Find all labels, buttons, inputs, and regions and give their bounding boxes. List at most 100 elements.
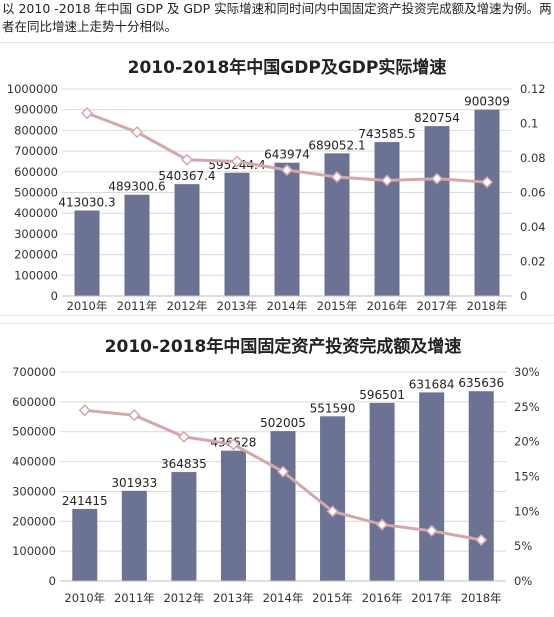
x-tick-label: 2018年	[467, 299, 508, 313]
bar-value-label: 364835	[161, 457, 207, 471]
bar-value-label: 596501	[359, 388, 405, 402]
growth-point	[180, 153, 194, 166]
y-tick-label: 500000	[14, 186, 58, 200]
intro-text: 以 2010 -2018 年中国 GDP 及 GDP 实际增速和同时间内中国固定…	[2, 1, 552, 34]
growth-point	[78, 404, 91, 417]
x-tick-label: 2014年	[267, 299, 308, 313]
bar-value-label: 413030.3	[58, 196, 115, 210]
growth-point	[280, 164, 294, 177]
bar-value-label: 301933	[111, 476, 157, 490]
growth-point	[177, 430, 190, 443]
y2-tick-label: 10%	[514, 504, 540, 518]
y-tick-label: 900000	[14, 103, 58, 117]
y2-tick-label: 0.04	[520, 220, 546, 234]
bar-value-label: 502005	[260, 416, 306, 430]
y-tick-label: 0	[51, 289, 58, 303]
bar	[468, 391, 494, 581]
y-tick-label: 600000	[14, 165, 58, 179]
bar	[474, 109, 500, 296]
y-tick-label: 500000	[12, 425, 56, 439]
bar-value-label: 689052.1	[308, 138, 365, 152]
bar	[369, 402, 395, 581]
bar-value-label: 489300.6	[108, 180, 165, 194]
growth-point	[326, 505, 339, 518]
growth-point	[475, 533, 488, 546]
x-tick-label: 2012年	[167, 299, 208, 313]
bar	[72, 508, 98, 581]
chart-title: 2010-2018年中国GDP及GDP实际增速	[128, 57, 447, 78]
bar	[320, 416, 346, 581]
bar	[174, 184, 200, 296]
y2-tick-label: 0.06	[520, 186, 546, 200]
bar-value-label: 643974	[264, 148, 310, 162]
bar-value-label: 635636	[458, 376, 504, 390]
growth-point	[230, 155, 244, 168]
y-tick-label: 700000	[12, 365, 56, 379]
x-tick-label: 2016年	[367, 299, 408, 313]
x-tick-label: 2013年	[213, 591, 254, 605]
x-tick-label: 2011年	[117, 299, 158, 313]
y-tick-label: 200000	[14, 248, 58, 262]
x-tick-label: 2017年	[411, 591, 452, 605]
growth-point	[425, 524, 438, 537]
growth-point	[80, 107, 94, 120]
growth-point	[227, 438, 240, 451]
bar-value-label: 631684	[409, 377, 455, 391]
y2-tick-label: 0.12	[520, 82, 546, 96]
bar	[274, 162, 300, 296]
bar-value-label: 743585.5	[358, 127, 415, 141]
growth-point	[380, 174, 394, 187]
growth-point	[430, 172, 444, 185]
x-tick-label: 2012年	[163, 591, 204, 605]
x-tick-label: 2010年	[64, 591, 105, 605]
growth-point	[130, 126, 144, 139]
x-tick-label: 2016年	[362, 591, 403, 605]
bar	[224, 172, 250, 296]
bar	[220, 450, 246, 581]
bar	[74, 210, 100, 296]
y2-tick-label: 0.08	[520, 151, 546, 165]
y2-tick-label: 25%	[514, 400, 540, 414]
bar	[124, 194, 150, 296]
growth-point	[276, 465, 290, 478]
x-tick-label: 2018年	[461, 591, 502, 605]
growth-point	[480, 176, 494, 189]
y2-tick-label: 0%	[514, 574, 532, 588]
bar-value-label: 820754	[414, 111, 460, 125]
y2-tick-label: 20%	[514, 435, 540, 449]
growth-point	[330, 170, 344, 184]
bar-value-label: 551590	[310, 401, 356, 415]
y-tick-label: 800000	[14, 123, 58, 137]
bar	[121, 490, 147, 581]
gdp-chart: 2010-2018年中国GDP及GDP实际增速 0 100000 200000 3000…	[7, 57, 546, 313]
x-tick-label: 2017年	[417, 299, 458, 313]
bar-value-label: 241415	[62, 494, 108, 508]
y-tick-label: 0	[49, 574, 56, 588]
y-tick-label: 300000	[12, 484, 56, 498]
x-tick-label: 2015年	[317, 299, 358, 313]
bar	[419, 392, 445, 581]
y2-tick-label: 0.1	[520, 117, 538, 131]
gdp-chart-panel: 2010-2018年中国GDP及GDP实际增速 0 100000 200000 3000…	[0, 42, 554, 316]
x-tick-label: 2013年	[217, 299, 258, 313]
y-tick-label: 300000	[14, 227, 58, 241]
x-tick-label: 2015年	[312, 591, 353, 605]
bar	[270, 431, 296, 581]
x-tick-label: 2014年	[263, 591, 304, 605]
growth-point	[128, 409, 141, 422]
y2-tick-label: 5%	[514, 539, 532, 553]
bar	[171, 472, 197, 581]
y2-tick-label: 15%	[514, 470, 540, 484]
investment-chart-panel: 2010-2018年中国固定资产投资完成额及增速 0 100000 200000 300…	[0, 323, 554, 613]
y2-tick-label: 0	[520, 289, 527, 303]
y-tick-label: 400000	[12, 455, 56, 469]
y-tick-label: 200000	[12, 514, 56, 528]
bar-value-label: 540367.4	[158, 169, 215, 183]
y-tick-label: 100000	[14, 268, 58, 282]
bar-value-label: 900309	[464, 95, 510, 109]
investment-chart: 2010-2018年中国固定资产投资完成额及增速 0 100000 200000 300…	[12, 336, 540, 605]
bar	[424, 126, 450, 297]
x-tick-label: 2011年	[114, 591, 155, 605]
y-tick-label: 700000	[14, 144, 58, 158]
y-tick-label: 600000	[12, 395, 56, 409]
